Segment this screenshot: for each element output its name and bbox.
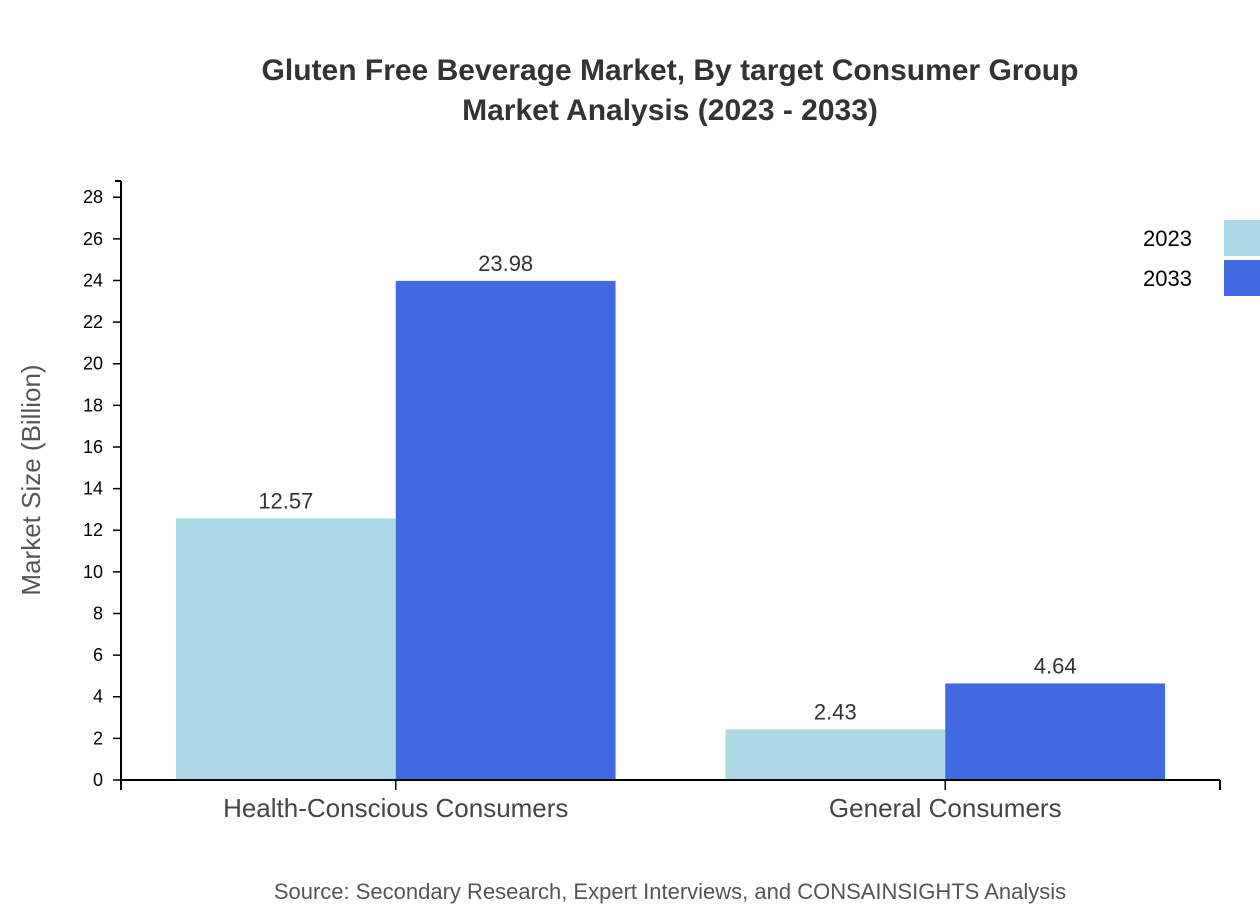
data-label: 23.98 — [478, 251, 533, 276]
y-tick-label: 22 — [83, 312, 103, 332]
legend-label: 2033 — [1143, 266, 1192, 291]
x-tick-label: Health-Conscious Consumers — [223, 793, 568, 823]
y-tick-label: 26 — [83, 229, 103, 249]
y-tick-label: 4 — [93, 687, 103, 707]
data-label: 12.57 — [258, 488, 313, 513]
y-tick-label: 20 — [83, 354, 103, 374]
bar-2023 — [725, 729, 946, 780]
y-tick-label: 18 — [83, 395, 103, 415]
x-tick-label: General Consumers — [829, 793, 1062, 823]
y-tick-label: 16 — [83, 437, 103, 457]
y-axis-label: Market Size (Billion) — [16, 364, 46, 595]
y-tick-label: 24 — [83, 270, 103, 290]
bar-2033 — [395, 280, 616, 780]
y-tick-label: 12 — [83, 520, 103, 540]
data-label: 2.43 — [814, 699, 857, 724]
chart-title: Gluten Free Beverage Market, By target C… — [262, 54, 1079, 87]
source-note: Source: Secondary Research, Expert Inter… — [274, 879, 1066, 904]
legend-label: 2023 — [1143, 226, 1192, 251]
chart-subtitle: Market Analysis (2023 - 2033) — [462, 94, 878, 127]
bar-2023 — [175, 518, 396, 780]
data-label: 4.64 — [1034, 653, 1077, 678]
y-tick-label: 0 — [93, 770, 103, 790]
y-tick-label: 10 — [83, 562, 103, 582]
legend-swatch-2023 — [1224, 220, 1260, 256]
y-tick-label: 2 — [93, 728, 103, 748]
y-tick-label: 28 — [83, 187, 103, 207]
y-tick-label: 6 — [93, 645, 103, 665]
y-tick-label: 8 — [93, 603, 103, 623]
y-tick-label: 14 — [83, 479, 103, 499]
legend-swatch-2033 — [1224, 260, 1260, 296]
bar-2033 — [945, 683, 1166, 780]
